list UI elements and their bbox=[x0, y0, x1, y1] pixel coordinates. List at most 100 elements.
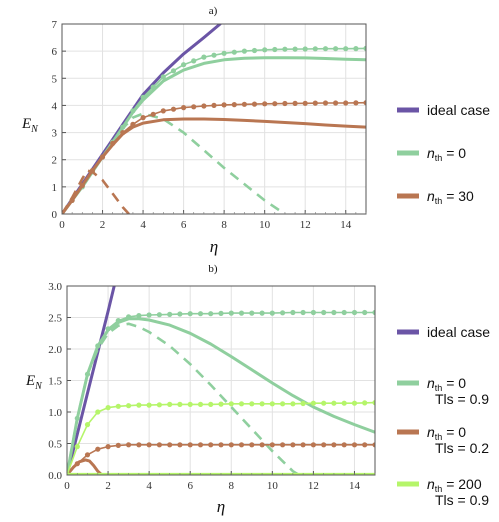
x-tick-label: 10 bbox=[267, 480, 279, 492]
panel-a-series bbox=[62, 24, 366, 214]
series-point bbox=[208, 442, 214, 448]
legend-label: nth = 0 bbox=[427, 424, 466, 442]
series-point bbox=[197, 311, 204, 317]
legend-label: nth = 30 bbox=[427, 188, 474, 206]
series-point bbox=[146, 402, 152, 408]
series-point bbox=[228, 401, 234, 407]
series-point bbox=[115, 318, 121, 324]
panel-b-label: b) bbox=[208, 263, 218, 275]
series-point bbox=[363, 100, 366, 106]
series-point bbox=[105, 326, 111, 332]
series-point bbox=[351, 442, 358, 448]
series-point bbox=[221, 50, 227, 56]
series-point bbox=[79, 182, 85, 189]
series-point bbox=[238, 310, 245, 316]
series-point bbox=[115, 442, 121, 448]
series-point bbox=[95, 409, 101, 415]
legend-label-line2: Tls = 0.9 bbox=[435, 391, 489, 407]
x-tick-label: 10 bbox=[259, 219, 271, 231]
series-point bbox=[321, 400, 327, 406]
series-point bbox=[341, 442, 347, 448]
series-point bbox=[351, 309, 358, 316]
series-point bbox=[333, 100, 339, 106]
series-point bbox=[150, 84, 156, 90]
series-point bbox=[74, 461, 80, 467]
series-line-5 bbox=[67, 443, 375, 475]
series-point bbox=[156, 442, 162, 448]
x-tick-label: 6 bbox=[181, 219, 187, 231]
series-point bbox=[321, 442, 327, 448]
panel-a-ylabel: EN bbox=[21, 116, 39, 135]
series-point bbox=[150, 111, 156, 117]
series-point bbox=[120, 124, 126, 130]
series-point bbox=[302, 46, 308, 52]
series-point bbox=[312, 100, 318, 106]
y-tick-label: 5 bbox=[52, 73, 58, 85]
legend-label-line2: Tls = 0.2 bbox=[435, 440, 489, 456]
series-point bbox=[187, 401, 193, 407]
series-point bbox=[160, 108, 166, 114]
series-point bbox=[272, 46, 278, 53]
series-point bbox=[343, 100, 349, 106]
legend-label: nth = 0 bbox=[427, 375, 466, 393]
series-point bbox=[146, 312, 152, 318]
x-tick-label: 2 bbox=[100, 219, 106, 231]
series-point bbox=[249, 442, 255, 448]
series-line-0 bbox=[67, 286, 116, 475]
series-point bbox=[259, 442, 265, 448]
series-point bbox=[218, 442, 224, 448]
series-line-4 bbox=[62, 117, 366, 214]
series-point bbox=[238, 401, 245, 407]
series-point bbox=[140, 115, 146, 121]
series-point bbox=[290, 442, 296, 448]
y-tick-label: 1 bbox=[52, 182, 58, 194]
series-point bbox=[197, 442, 204, 448]
series-point bbox=[167, 442, 173, 448]
series-point bbox=[302, 100, 308, 106]
y-tick-label: 3 bbox=[52, 128, 58, 140]
series-point bbox=[187, 442, 193, 448]
x-tick-label: 4 bbox=[146, 480, 152, 492]
x-tick-label: 14 bbox=[349, 480, 361, 492]
legend-label: ideal case bbox=[427, 102, 490, 118]
series-point bbox=[300, 309, 306, 316]
series-point bbox=[218, 401, 224, 407]
series-point bbox=[310, 309, 316, 316]
series-point bbox=[136, 402, 142, 408]
series-point bbox=[99, 154, 106, 160]
series-point bbox=[167, 311, 173, 317]
series-point bbox=[211, 102, 217, 108]
series-point bbox=[300, 442, 306, 448]
series-point bbox=[280, 442, 286, 448]
x-tick-label: 2 bbox=[105, 480, 111, 492]
x-tick-label: 12 bbox=[308, 480, 319, 492]
series-point bbox=[290, 401, 296, 407]
series-point bbox=[241, 101, 247, 107]
series-point bbox=[156, 312, 162, 318]
series-line-5 bbox=[62, 169, 130, 214]
series-point bbox=[177, 442, 183, 448]
panel-b-ticks: 0 2 4 6 8 10 12 14 0.0 0.5 1.0 1.5 2.0 2.5 3.0 bbox=[48, 281, 376, 492]
y-tick-label: 1.5 bbox=[48, 376, 62, 388]
legend-label-line2: Tls = 0.9 bbox=[435, 492, 489, 508]
y-tick-label: 1.0 bbox=[48, 407, 62, 419]
series-point bbox=[321, 309, 327, 316]
series-point bbox=[167, 401, 173, 407]
panel-b-series bbox=[67, 286, 375, 475]
series-point bbox=[95, 343, 101, 349]
series-point bbox=[84, 371, 91, 377]
series-point bbox=[310, 442, 316, 448]
series-point bbox=[191, 58, 197, 64]
x-tick-label: 4 bbox=[140, 219, 146, 231]
series-point bbox=[197, 401, 204, 407]
series-point bbox=[74, 444, 80, 450]
series-point bbox=[231, 102, 237, 108]
series-point bbox=[177, 311, 183, 317]
series-line-1 bbox=[62, 56, 366, 214]
series-point bbox=[146, 442, 152, 448]
series-point bbox=[110, 140, 116, 146]
x-tick-label: 0 bbox=[64, 480, 70, 492]
series-point bbox=[262, 101, 268, 107]
